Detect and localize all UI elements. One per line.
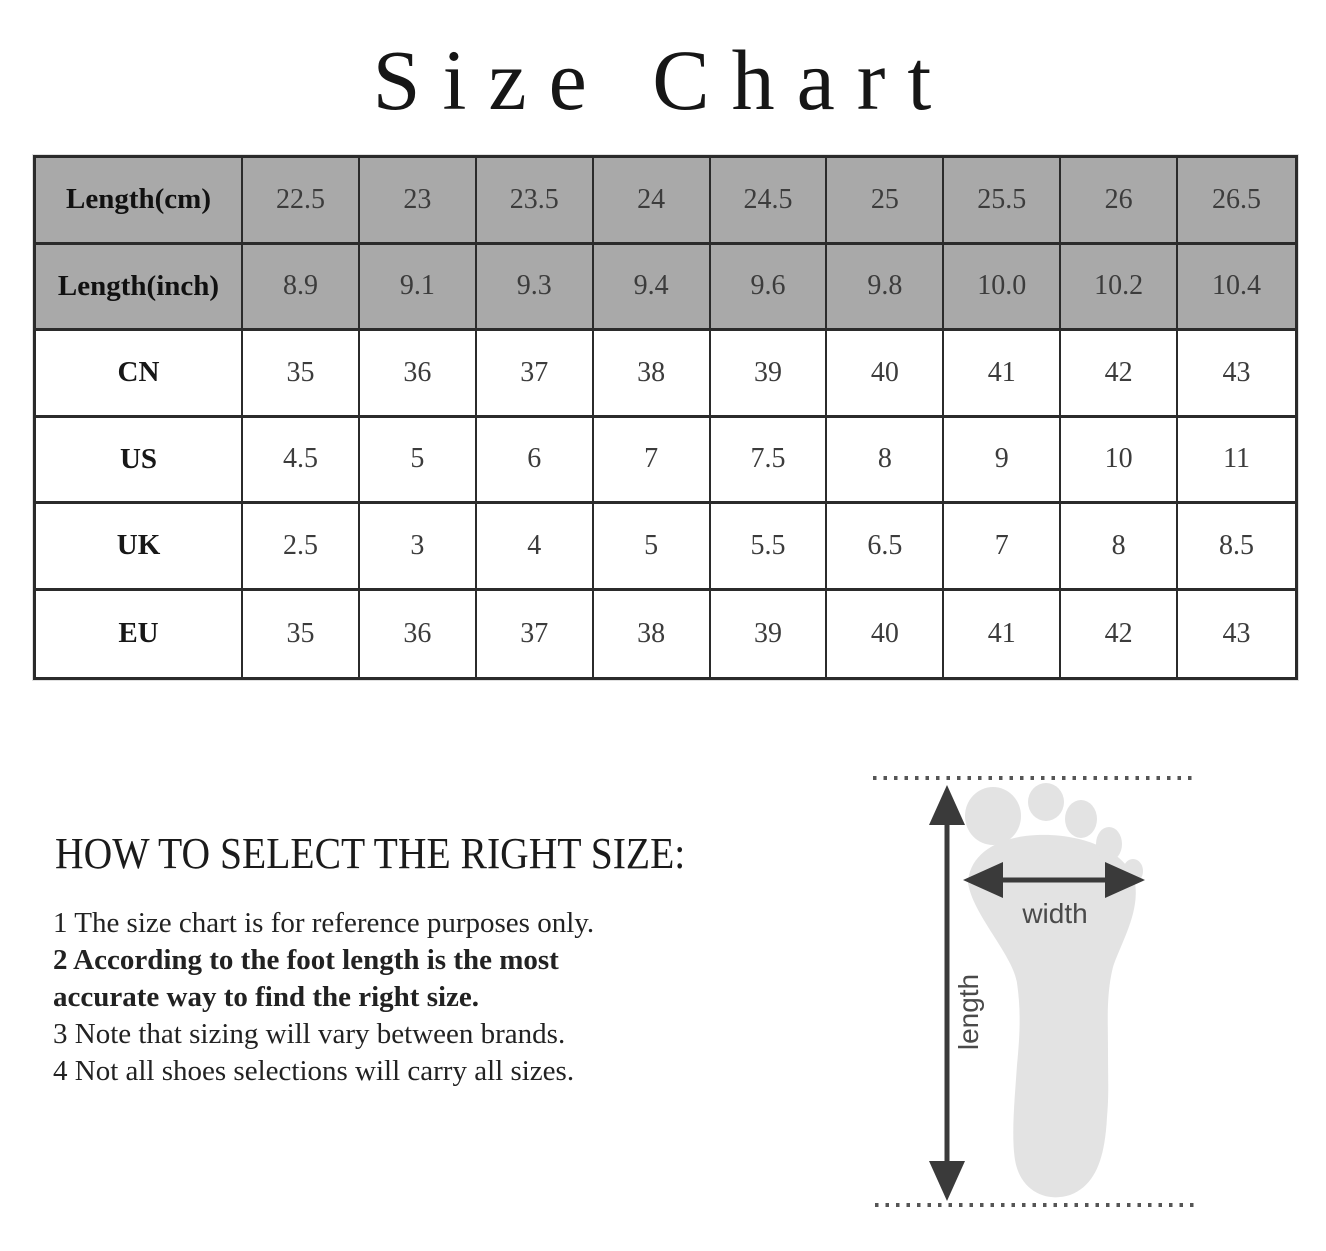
size-cell: 9.6 [710,244,828,331]
size-cell: 41 [944,590,1062,677]
howto-item: 3 Note that sizing will vary between bra… [53,1018,566,1050]
howto-item: 2 According to the foot length is the mo… [53,944,559,1013]
size-cell: 26.5 [1178,158,1295,245]
size-cell: 36 [360,590,477,677]
toe-shape [1065,800,1097,838]
size-cell: 25 [827,158,945,245]
row-label-length-inch: Length(inch) [36,244,243,331]
size-cell: 26 [1061,158,1179,245]
size-cell: 41 [944,331,1062,418]
row-label-eu: EU [36,590,243,677]
howto-list: 1 The size chart is for reference purpos… [53,905,693,1090]
size-cell: 43 [1178,331,1295,418]
size-cell: 37 [476,331,594,418]
size-cell: 24.5 [710,158,828,245]
row-label-us: US [36,417,243,504]
big-toe-shape [965,787,1021,845]
size-cell: 7 [944,504,1062,591]
size-cell: 5 [359,417,477,504]
size-cell: 9.8 [827,244,945,331]
size-cell: 39 [710,331,828,418]
size-cell: 9.4 [593,244,711,331]
page-title: Size Chart [372,32,954,128]
size-cell: 10.2 [1061,244,1179,331]
size-cell: 43 [1222,617,1251,649]
size-cell: 10.0 [944,244,1062,331]
length-label: length [953,974,984,1050]
size-cell: 23.5 [476,158,594,245]
size-cell: 8.9 [243,244,360,331]
foot-measurement-diagram: width length [865,765,1205,1225]
size-cell: 42 [1061,331,1179,418]
size-cell: 35 [243,331,360,418]
toe-shape [1028,783,1064,821]
foot-sole-shape [968,834,1136,1198]
size-cell: 8 [827,417,945,504]
size-cell: 8.5 [1178,504,1295,591]
size-cell: 5.5 [710,504,828,591]
size-cell: 4 [476,504,594,591]
row-label-length-cm: Length(cm) [36,158,243,245]
howto-item: 4 Not all shoes selections will carry al… [53,1055,575,1087]
size-cell: 39 [711,590,828,677]
size-cell: 6.5 [827,504,945,591]
size-cell: 40 [827,331,945,418]
size-cell: 35 [243,590,360,677]
foot-diagram-svg: width length [873,776,1198,1207]
size-cell: 11 [1178,418,1295,504]
howto-heading: HOW TO SELECT THE RIGHT SIZE: [55,829,686,878]
toe-shape [1096,827,1122,861]
size-cell: 24 [593,158,711,245]
row-label-uk: UK [36,504,243,591]
row-label-cn: CN [36,331,243,418]
size-cell: 9.1 [359,244,477,331]
size-cell: 9 [944,417,1062,504]
size-cell: 38 [594,590,711,677]
width-arrow-icon [963,862,1145,898]
size-cell: 3 [359,504,477,591]
size-cell: 37 [477,590,594,677]
size-cell: 36 [359,331,477,418]
size-conversion-table: Length(cm) 22.5 23 23.5 24 24.5 25 25.5 26 26.5 Le… [33,155,1298,680]
size-cell: 7 [593,417,711,504]
size-cell: 7.5 [710,417,828,504]
size-cell: 25.5 [944,158,1062,245]
size-cell: 6 [476,417,594,504]
width-label: width [1021,898,1087,929]
size-cell: 5 [593,504,711,591]
size-cell: 10.4 [1178,244,1295,331]
footprint-icon [965,783,1143,1198]
size-cell: 8 [1061,504,1179,591]
size-cell: 9.3 [476,244,594,331]
size-cell: 42 [1061,590,1179,677]
size-cell: 40 [827,590,945,677]
size-cell: 22.5 [243,158,360,245]
length-arrow-icon [929,785,965,1201]
howto-item: 1 The size chart is for reference purpos… [53,907,595,939]
size-cell: 10 [1061,417,1179,504]
size-cell: 23 [359,158,477,245]
size-cell: 2.5 [243,504,360,591]
size-cell: 4.5 [243,417,360,504]
size-cell: 38 [593,331,711,418]
